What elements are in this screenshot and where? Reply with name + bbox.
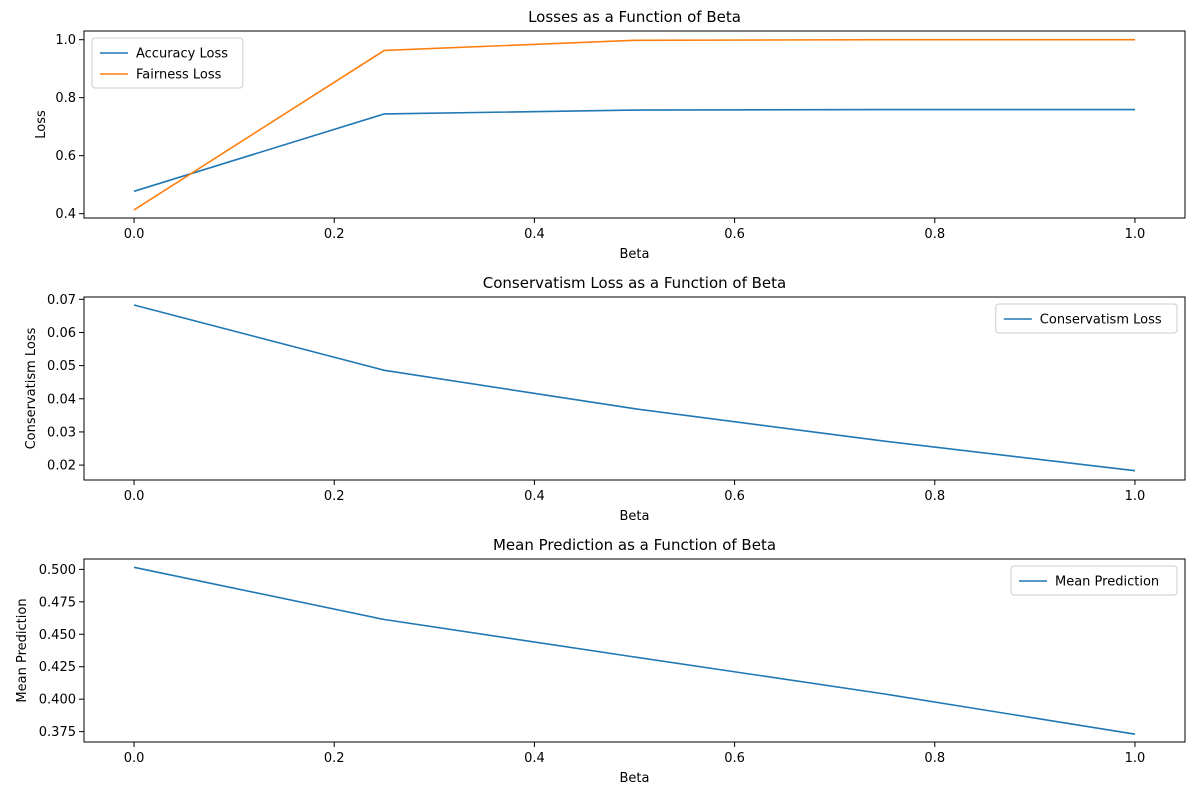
y-axis-label: Conservatism Loss: [24, 327, 39, 449]
x-axis-label: Beta: [620, 247, 650, 262]
x-tick-label: 1.0: [1125, 227, 1146, 242]
y-tick-label: 0.07: [47, 293, 76, 308]
x-tick-label: 0.0: [124, 227, 145, 242]
x-tick-label: 0.0: [124, 489, 145, 504]
plot-frame: [83, 30, 1186, 219]
y-tick-label: 0.450: [39, 628, 76, 643]
legend: Mean Prediction: [1010, 565, 1178, 596]
series-line-2: [133, 38, 1135, 211]
legend-label: Conservatism Loss: [1040, 313, 1162, 328]
y-tick-label: 0.4: [55, 207, 76, 222]
x-axis-label: Beta: [620, 509, 650, 524]
y-tick-label: 0.02: [47, 459, 76, 474]
y-tick-label: 0.8: [55, 91, 76, 106]
y-tick-label: 0.475: [39, 595, 76, 610]
chart-title: Conservatism Loss as a Function of Beta: [483, 274, 786, 292]
chart-3: Mean Prediction as a Function of Beta 0.0…: [15, 536, 1186, 786]
plot-frame: [83, 296, 1186, 481]
x-tick-label: 0.2: [324, 227, 345, 242]
x-tick-label: 1.0: [1125, 751, 1146, 766]
chart-1: Losses as a Function of Beta 0.0 0.2 0.4 0.6…: [34, 8, 1186, 262]
x-tick-label: 0.2: [324, 489, 345, 504]
chart-2: Conservatism Loss as a Function of Beta 0…: [24, 274, 1186, 524]
x-tick-label: 0.6: [724, 751, 745, 766]
x-tick-label: 0.4: [524, 489, 545, 504]
legend-label: Fairness Loss: [136, 68, 222, 83]
legend: Conservatism Loss: [995, 303, 1178, 334]
series-line-1: [133, 566, 1136, 735]
x-tick-label: 0.0: [124, 751, 145, 766]
y-axis-label: Mean Prediction: [15, 598, 30, 702]
legend: Accuracy Loss Fairness Loss: [91, 37, 244, 89]
chart-title: Mean Prediction as a Function of Beta: [493, 536, 776, 554]
x-tick-label: 0.2: [324, 751, 345, 766]
x-tick-label: 0.4: [524, 227, 545, 242]
x-tick-label: 1.0: [1125, 489, 1146, 504]
y-tick-label: 1.0: [55, 33, 76, 48]
x-tick-label: 0.8: [924, 489, 945, 504]
y-axis-label: Loss: [34, 110, 49, 139]
legend-box: [91, 37, 244, 89]
y-tick-label: 0.04: [47, 392, 76, 407]
x-tick-label: 0.4: [524, 751, 545, 766]
plot-frame: [83, 558, 1186, 743]
x-tick-label: 0.8: [924, 751, 945, 766]
legend-label: Mean Prediction: [1055, 575, 1159, 590]
legend-box: [995, 303, 1178, 334]
series-line-1: [133, 304, 1136, 472]
x-tick-label: 0.8: [924, 227, 945, 242]
y-tick-label: 0.500: [39, 563, 76, 578]
y-tick-label: 0.400: [39, 693, 76, 708]
series-line-1: [133, 108, 1135, 193]
x-tick-label: 0.6: [724, 489, 745, 504]
legend-label: Accuracy Loss: [136, 47, 228, 62]
x-axis-label: Beta: [620, 771, 650, 786]
y-tick-label: 0.03: [47, 425, 76, 440]
y-tick-label: 0.06: [47, 326, 76, 341]
y-tick-label: 0.375: [39, 725, 76, 740]
chart-title: Losses as a Function of Beta: [528, 8, 741, 26]
x-tick-label: 0.6: [724, 227, 745, 242]
y-tick-label: 0.6: [55, 149, 76, 164]
y-tick-label: 0.05: [47, 359, 76, 374]
y-tick-label: 0.425: [39, 660, 76, 675]
legend-box: [1010, 565, 1178, 596]
